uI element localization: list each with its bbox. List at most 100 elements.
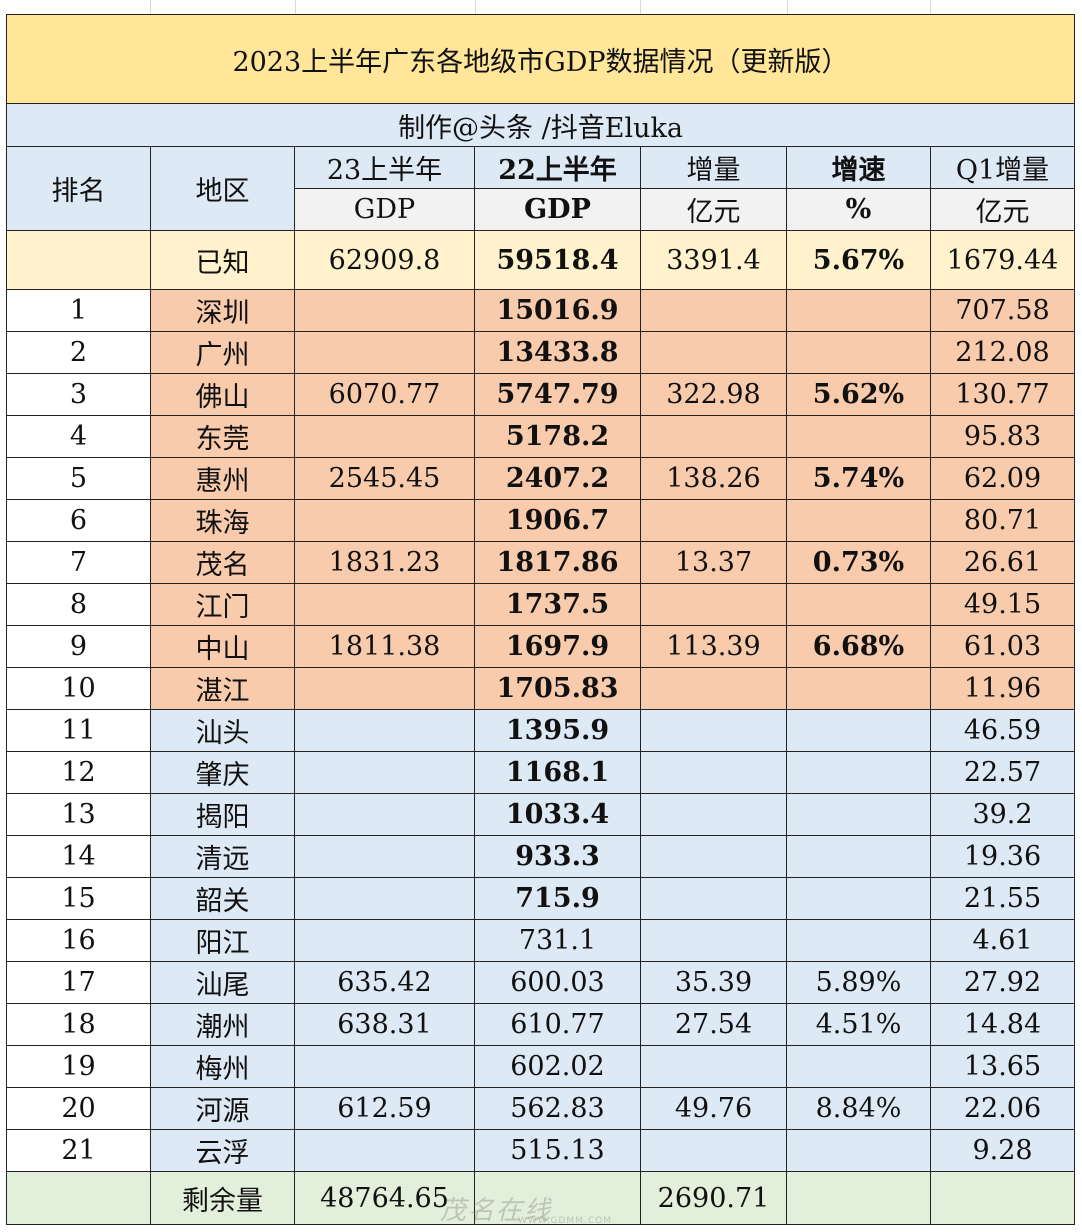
cell-region: 云浮 bbox=[150, 1129, 295, 1172]
cell-rank: 12 bbox=[6, 751, 151, 794]
cell-gdp23: 6070.77 bbox=[294, 373, 475, 416]
cell-region: 梅州 bbox=[150, 1045, 295, 1088]
cell-q1: 11.96 bbox=[930, 667, 1075, 710]
cell-rate bbox=[786, 919, 931, 962]
remain-label: 剩余量 bbox=[150, 1171, 295, 1225]
cell-rate: 6.68% bbox=[786, 625, 931, 668]
cell-rate bbox=[786, 1129, 931, 1172]
header-gdp22-unit: GDP bbox=[474, 188, 641, 231]
header-increase-unit: 亿元 bbox=[640, 188, 787, 231]
cell-region: 潮州 bbox=[150, 1003, 295, 1046]
cell-rank: 7 bbox=[6, 541, 151, 584]
table-row: 15 韶关 715.9 21.55 bbox=[6, 877, 1075, 920]
known-gdp23: 62909.8 bbox=[294, 230, 475, 290]
cell-increase bbox=[640, 289, 787, 332]
cell-gdp23 bbox=[294, 835, 475, 878]
table-row: 4 东莞 5178.2 95.83 bbox=[6, 415, 1075, 458]
table-title: 2023上半年广东各地级市GDP数据情况（更新版） bbox=[6, 14, 1075, 104]
cell-increase: 113.39 bbox=[640, 625, 787, 668]
known-label: 已知 bbox=[150, 230, 295, 290]
cell-gdp22: 933.3 bbox=[474, 835, 641, 878]
known-gdp22: 59518.4 bbox=[474, 230, 641, 290]
cell-increase bbox=[640, 1045, 787, 1088]
cell-rank: 11 bbox=[6, 709, 151, 752]
cell-q1: 26.61 bbox=[930, 541, 1075, 584]
cell-gdp22: 1737.5 bbox=[474, 583, 641, 626]
cell-rate bbox=[786, 793, 931, 836]
cell-q1: 19.36 bbox=[930, 835, 1075, 878]
known-rate: 5.67% bbox=[786, 230, 931, 290]
cell-rank: 6 bbox=[6, 499, 151, 542]
cell-rank: 14 bbox=[6, 835, 151, 878]
remain-gdp22 bbox=[474, 1171, 641, 1225]
cell-region: 深圳 bbox=[150, 289, 295, 332]
cell-rank: 4 bbox=[6, 415, 151, 458]
cell-q1: 49.15 bbox=[930, 583, 1075, 626]
remain-gdp23: 48764.65 bbox=[294, 1171, 475, 1225]
table-row: 14 清远 933.3 19.36 bbox=[6, 835, 1075, 878]
cell-q1: 46.59 bbox=[930, 709, 1075, 752]
cell-gdp23 bbox=[294, 1045, 475, 1088]
remain-rate bbox=[786, 1171, 931, 1225]
cell-rank: 21 bbox=[6, 1129, 151, 1172]
cell-gdp23 bbox=[294, 1129, 475, 1172]
table-row: 12 肇庆 1168.1 22.57 bbox=[6, 751, 1075, 794]
cell-gdp23: 1831.23 bbox=[294, 541, 475, 584]
cell-rank: 18 bbox=[6, 1003, 151, 1046]
cell-q1: 130.77 bbox=[930, 373, 1075, 416]
cell-region: 佛山 bbox=[150, 373, 295, 416]
cell-increase: 322.98 bbox=[640, 373, 787, 416]
cell-gdp22: 5747.79 bbox=[474, 373, 641, 416]
cell-gdp22: 1395.9 bbox=[474, 709, 641, 752]
cell-gdp23 bbox=[294, 583, 475, 626]
table-row: 8 江门 1737.5 49.15 bbox=[6, 583, 1075, 626]
cell-gdp23: 2545.45 bbox=[294, 457, 475, 500]
table-row: 18 潮州 638.31 610.77 27.54 4.51% 14.84 bbox=[6, 1003, 1075, 1046]
cell-region: 江门 bbox=[150, 583, 295, 626]
credit-line: 制作@头条 /抖音Eluka bbox=[6, 103, 1075, 147]
cell-rate bbox=[786, 499, 931, 542]
cell-increase bbox=[640, 583, 787, 626]
known-q1: 1679.44 bbox=[930, 230, 1075, 290]
cell-rate bbox=[786, 289, 931, 332]
cell-rate: 0.73% bbox=[786, 541, 931, 584]
cell-gdp23: 1811.38 bbox=[294, 625, 475, 668]
cell-rank: 8 bbox=[6, 583, 151, 626]
cell-region: 韶关 bbox=[150, 877, 295, 920]
cell-q1: 62.09 bbox=[930, 457, 1075, 500]
cell-gdp23: 638.31 bbox=[294, 1003, 475, 1046]
cell-rate bbox=[786, 709, 931, 752]
cell-gdp23 bbox=[294, 667, 475, 710]
cell-increase bbox=[640, 793, 787, 836]
cell-gdp22: 602.02 bbox=[474, 1045, 641, 1088]
cell-gdp22: 610.77 bbox=[474, 1003, 641, 1046]
cell-region: 珠海 bbox=[150, 499, 295, 542]
cell-rank: 20 bbox=[6, 1087, 151, 1130]
cell-gdp22: 1033.4 bbox=[474, 793, 641, 836]
cell-rate bbox=[786, 1045, 931, 1088]
cell-region: 揭阳 bbox=[150, 793, 295, 836]
cell-region: 阳江 bbox=[150, 919, 295, 962]
cell-q1: 9.28 bbox=[930, 1129, 1075, 1172]
table-row: 5 惠州 2545.45 2407.2 138.26 5.74% 62.09 bbox=[6, 457, 1075, 500]
header-increase: 增量 bbox=[640, 146, 787, 189]
cell-increase bbox=[640, 835, 787, 878]
cell-q1: 14.84 bbox=[930, 1003, 1075, 1046]
cell-rate: 5.74% bbox=[786, 457, 931, 500]
watermark-logo: 茂名在线 WWW.GDMM.COM bbox=[440, 1190, 660, 1230]
cell-region: 清远 bbox=[150, 835, 295, 878]
cell-region: 汕头 bbox=[150, 709, 295, 752]
cell-rank: 19 bbox=[6, 1045, 151, 1088]
cell-region: 中山 bbox=[150, 625, 295, 668]
cell-gdp22: 731.1 bbox=[474, 919, 641, 962]
table-row: 10 湛江 1705.83 11.96 bbox=[6, 667, 1075, 710]
cell-region: 东莞 bbox=[150, 415, 295, 458]
remain-row: 剩余量 48764.65 2690.71 bbox=[6, 1171, 1075, 1225]
cell-increase: 49.76 bbox=[640, 1087, 787, 1130]
cell-gdp23 bbox=[294, 331, 475, 374]
cell-rank: 13 bbox=[6, 793, 151, 836]
cell-rate: 8.84% bbox=[786, 1087, 931, 1130]
table-row: 1 深圳 15016.9 707.58 bbox=[6, 289, 1075, 332]
cell-q1: 22.57 bbox=[930, 751, 1075, 794]
cell-increase: 13.37 bbox=[640, 541, 787, 584]
